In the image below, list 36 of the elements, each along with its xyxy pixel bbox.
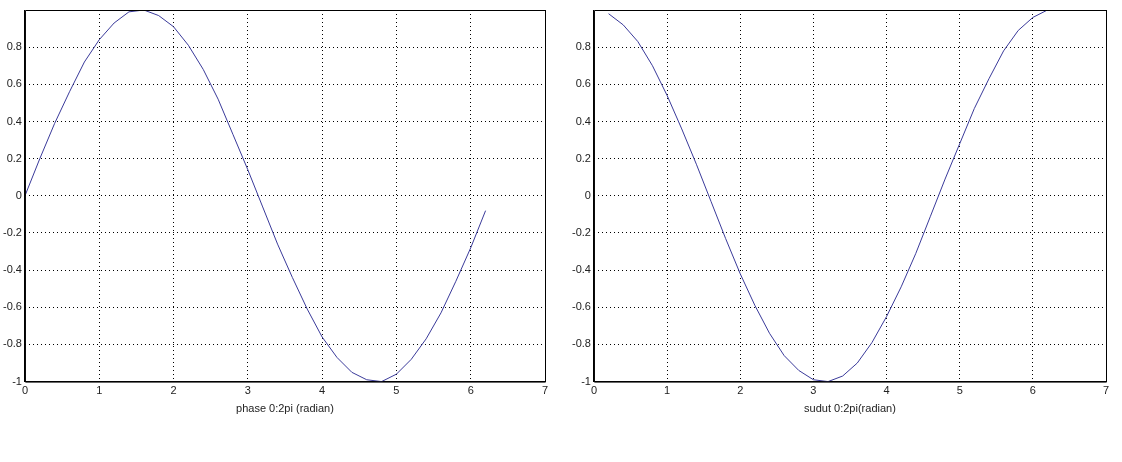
y-tick-label: -0.6 [2,300,22,313]
x-tick-label: 4 [883,384,890,397]
x-tick-label: 6 [467,384,474,397]
x-axis-title: sudut 0:2pi(radian) [804,402,896,415]
x-tick-label: 3 [244,384,251,397]
x-tick-label: 4 [319,384,326,397]
x-tick-label: 3 [810,384,817,397]
y-tick-label: -0.2 [2,225,22,238]
y-tick-label: -0.4 [2,263,22,276]
y-tick-label: 0.6 [575,77,591,90]
x-axis-title: phase 0:2pi (radian) [236,402,334,415]
y-tick-label: 0 [584,188,591,201]
x-tick-label: 1 [96,384,103,397]
x-tick-label: 7 [541,384,549,397]
y-tick-label: 0.6 [6,77,22,90]
x-tick-label: 7 [1102,384,1110,397]
x-tick-label: 1 [664,384,671,397]
y-tick-label: 0.2 [6,151,22,164]
y-tick-label: -0.4 [571,263,591,276]
y-tick-label: 0 [15,188,22,201]
y-tick-label: -1 [12,374,22,387]
x-tick-label: 2 [737,384,744,397]
x-tick-label: 5 [393,384,400,397]
y-tick-label: -1 [581,374,591,387]
y-tick-label: 0.8 [575,40,591,53]
y-tick-label: 0.4 [575,114,591,127]
x-tick-label: 2 [170,384,177,397]
y-tick-label: -0.8 [571,337,591,350]
y-tick-label: 0.8 [6,40,22,53]
y-tick-label: -0.8 [2,337,22,350]
y-tick-label: 0.2 [575,151,591,164]
y-tick-label: -0.2 [571,225,591,238]
y-tick-label: -0.6 [571,300,591,313]
y-tick-label: 0.4 [6,114,22,127]
x-tick-label: 6 [1029,384,1036,397]
x-tick-label: 5 [956,384,963,397]
